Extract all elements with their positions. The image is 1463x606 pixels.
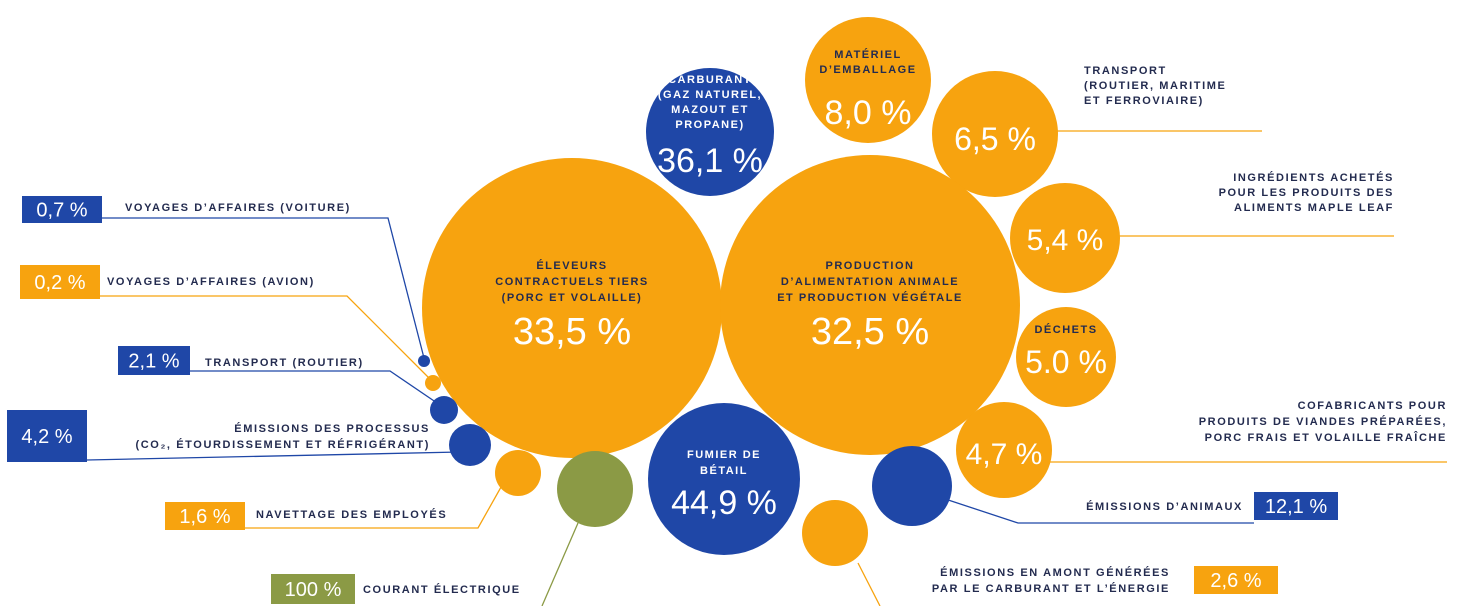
production-value: 32,5 % xyxy=(811,311,929,353)
carburant-label-line: MAZOUT ET xyxy=(671,104,749,116)
navettage-bubble xyxy=(495,450,541,496)
eleveurs-label-line: CONTRACTUELS TIERS xyxy=(495,276,649,288)
avion-bubble xyxy=(425,375,441,391)
amont-value-box xyxy=(1194,566,1278,594)
routier-label-line: TRANSPORT (ROUTIER) xyxy=(205,357,364,369)
fumier-label-line: FUMIER DE xyxy=(687,449,761,461)
amont-label-line: ÉMISSIONS EN AMONT GÉNÉRÉES xyxy=(940,566,1170,579)
carburant-label-line: (GAZ NATUREL, xyxy=(658,89,762,101)
production-label-line: PRODUCTION xyxy=(826,260,915,272)
courant-bubble xyxy=(557,451,633,527)
amont-connector-line xyxy=(857,562,881,606)
transport_mult-bubble xyxy=(932,71,1058,197)
ingredients-value: 5,4 % xyxy=(1027,224,1104,257)
ingredients-label-line: ALIMENTS MAPLE LEAF xyxy=(1234,202,1394,214)
cofabricants-label-line: PRODUITS DE VIANDES PRÉPARÉES, xyxy=(1199,415,1447,428)
dechets-value: 5.0 % xyxy=(1025,344,1107,380)
emballage-value: 8,0 % xyxy=(825,94,912,132)
eleveurs-label-line: (PORC ET VOLAILLE) xyxy=(502,292,643,304)
animaux-bubble xyxy=(872,446,952,526)
amont-value: 2,6 % xyxy=(1210,570,1261,592)
processus-bubble xyxy=(449,424,491,466)
voiture-value-box xyxy=(22,196,102,223)
dechets-label-line: DÉCHETS xyxy=(1034,323,1097,336)
animaux-label-line: ÉMISSIONS D’ANIMAUX xyxy=(1086,500,1243,513)
processus-label-line: ÉMISSIONS DES PROCESSUS xyxy=(234,422,430,435)
avion-value: 0,2 % xyxy=(34,272,85,294)
processus-value-box xyxy=(7,410,87,462)
voiture-value: 0,7 % xyxy=(36,200,87,222)
ingredients-bubble xyxy=(1010,183,1120,293)
emballage-label-line: MATÉRIEL xyxy=(834,48,901,61)
courant-value-box xyxy=(271,574,355,604)
animaux-connector-line xyxy=(929,493,1254,524)
eleveurs-label-line: ÉLEVEURS xyxy=(536,259,607,272)
cofabricants-value: 4,7 % xyxy=(966,438,1043,471)
animaux-value-box xyxy=(1254,492,1338,520)
eleveurs-bubble xyxy=(422,158,722,458)
routier-value: 2,1 % xyxy=(128,351,179,373)
production-bubble xyxy=(720,155,1020,455)
cofabricants-bubble xyxy=(956,402,1052,498)
fumier-value: 44,9 % xyxy=(671,484,777,522)
avion-value-box xyxy=(20,265,100,299)
carburant-label-line: CARBURANT xyxy=(668,74,752,86)
courant-value: 100 % xyxy=(285,579,342,601)
amont-bubble xyxy=(802,500,868,566)
routier-value-box xyxy=(118,346,190,375)
transport_mult-label-line: TRANSPORT xyxy=(1084,65,1167,77)
carburant-bubble xyxy=(646,68,774,196)
voiture-label-line: VOYAGES D’AFFAIRES (VOITURE) xyxy=(125,202,351,214)
processus-label-line: (CO₂, ÉTOURDISSEMENT ET RÉFRIGÉRANT) xyxy=(135,438,430,451)
routier-bubble xyxy=(430,396,458,424)
animaux-value: 12,1 % xyxy=(1265,496,1327,518)
cofabricants-label-line: COFABRICANTS POUR xyxy=(1298,400,1447,412)
production-label-line: D’ALIMENTATION ANIMALE xyxy=(781,276,959,288)
fumier-label-line: BÉTAIL xyxy=(700,464,748,477)
production-label-line: ET PRODUCTION VÉGÉTALE xyxy=(777,291,963,304)
fumier-bubble xyxy=(648,403,800,555)
voiture-bubble xyxy=(418,355,430,367)
transport_mult-label-line: ET FERROVIAIRE) xyxy=(1084,95,1204,107)
avion-label-line: VOYAGES D’AFFAIRES (AVION) xyxy=(107,276,315,288)
navettage-value-box xyxy=(165,502,245,530)
ingredients-label-line: POUR LES PRODUITS DES xyxy=(1219,187,1394,199)
transport_mult-value: 6,5 % xyxy=(954,121,1036,157)
carburant-value: 36,1 % xyxy=(657,142,763,180)
transport_mult-label-line: (ROUTIER, MARITIME xyxy=(1084,80,1226,92)
dechets-bubble xyxy=(1016,307,1116,407)
emballage-bubble xyxy=(805,17,931,143)
carburant-label-line: PROPANE) xyxy=(675,119,744,131)
processus-value: 4,2 % xyxy=(21,426,72,448)
courant-connector-line xyxy=(541,522,579,606)
ingredients-label-line: INGRÉDIENTS ACHETÉS xyxy=(1233,171,1394,184)
routier-connector-line xyxy=(190,370,441,406)
navettage-label-line: NAVETTAGE DES EMPLOYÉS xyxy=(256,508,447,521)
avion-connector-line xyxy=(100,295,433,382)
courant-label-line: COURANT ÉLECTRIQUE xyxy=(363,583,521,596)
voiture-connector-line xyxy=(102,217,425,359)
navettage-value: 1,6 % xyxy=(179,506,230,528)
processus-connector-line xyxy=(86,451,461,461)
amont-label-line: PAR LE CARBURANT ET L’ÉNERGIE xyxy=(932,582,1170,595)
emballage-label-line: D’EMBALLAGE xyxy=(819,64,916,76)
cofabricants-label-line: PORC FRAIS ET VOLAILLE FRAÎCHE xyxy=(1205,431,1447,444)
navettage-connector-line xyxy=(245,479,506,529)
eleveurs-value: 33,5 % xyxy=(513,311,631,353)
